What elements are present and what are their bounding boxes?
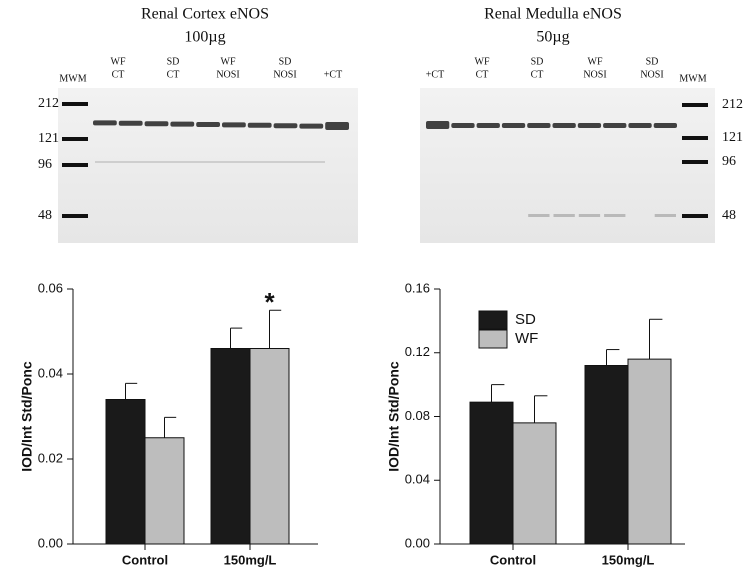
marker-label: 212 (722, 97, 743, 112)
lane-label: WF (588, 56, 603, 67)
lane-label: SD (646, 56, 659, 67)
y-axis-label: IOD/Int Std/Ponc (386, 361, 402, 472)
bar (210, 348, 251, 545)
error-bar (269, 309, 282, 349)
x-tick-label: Control (490, 552, 536, 567)
lane-label: NOSI (583, 69, 606, 80)
lane-label: SD (531, 56, 544, 67)
protein-band (451, 123, 475, 128)
y-tick-label: 0.04 (38, 365, 63, 380)
lane-label: SD (167, 56, 180, 67)
legend-label: SD (515, 311, 536, 328)
bar (249, 348, 290, 545)
protein-band (247, 122, 272, 128)
protein-band (527, 123, 551, 128)
marker-label: 48 (722, 208, 736, 223)
lane-label: CT (112, 69, 125, 80)
lane-label: NOSI (640, 69, 663, 80)
faint-band (95, 161, 325, 163)
y-tick-label: 0.02 (38, 450, 63, 465)
error-bar (649, 318, 663, 360)
bar (512, 422, 557, 545)
error-bar (230, 327, 243, 349)
error-bar (491, 384, 505, 403)
protein-band (273, 123, 298, 129)
lane-label: WF (111, 56, 126, 67)
faint-band (528, 214, 550, 217)
bar (144, 437, 185, 545)
protein-band (577, 123, 602, 128)
faint-band (553, 214, 575, 217)
x-tick-label: 150mg/L (224, 552, 277, 567)
blot-subtitle: 50µg (536, 29, 569, 46)
x-tick-label: 150mg/L (602, 552, 655, 567)
blot-subtitle: 100µg (184, 29, 225, 46)
lane-label: SD (279, 56, 292, 67)
error-bar (125, 382, 138, 400)
bar (105, 399, 146, 545)
lane-label: +CT (426, 69, 444, 80)
protein-band (222, 122, 246, 128)
x-tick-label: Control (122, 552, 168, 567)
marker-label: 48 (38, 208, 52, 223)
legend-swatch (478, 310, 508, 330)
protein-band (426, 121, 450, 129)
blot-image (420, 88, 715, 243)
y-tick-label: 0.00 (405, 535, 430, 550)
protein-band (118, 120, 143, 126)
error-bar (534, 395, 548, 423)
blot-image (58, 88, 358, 243)
lane-label: NOSI (216, 69, 239, 80)
protein-band (653, 123, 677, 128)
protein-band (196, 122, 220, 127)
protein-band (144, 121, 169, 127)
bar (584, 365, 629, 545)
mwm-label: MWM (59, 73, 86, 84)
protein-band (93, 120, 117, 126)
protein-band (501, 123, 526, 128)
legend-label: WF (515, 330, 538, 347)
y-tick-label: 0.08 (405, 408, 430, 423)
marker-label: 121 (38, 131, 59, 146)
significance-marker: * (264, 287, 275, 317)
error-bar (164, 416, 177, 438)
bar (469, 401, 514, 545)
marker-label: 212 (38, 96, 59, 111)
y-tick-label: 0.12 (405, 344, 430, 359)
protein-band (603, 123, 627, 128)
faint-band (578, 214, 601, 217)
blot-title: Renal Medulla eNOS (484, 6, 622, 23)
protein-band (299, 123, 324, 129)
y-tick-label: 0.04 (405, 472, 430, 487)
legend-swatch (478, 329, 508, 349)
marker-label: 121 (722, 130, 743, 145)
lane-label: +CT (324, 69, 342, 80)
marker-label: 96 (38, 157, 52, 172)
blot-title: Renal Cortex eNOS (141, 6, 269, 23)
lane-label: NOSI (273, 69, 296, 80)
bar (627, 358, 672, 545)
protein-band (476, 123, 500, 128)
lane-label: CT (476, 69, 489, 80)
lane-label: CT (167, 69, 180, 80)
lane-label: WF (221, 56, 236, 67)
protein-band (552, 123, 576, 128)
faint-band (654, 214, 676, 217)
protein-band (325, 122, 349, 130)
y-tick-label: 0.00 (38, 535, 63, 550)
mwm-label: MWM (679, 73, 706, 84)
y-tick-label: 0.16 (405, 280, 430, 295)
faint-band (604, 214, 626, 217)
y-axis-label: IOD/Int Std/Ponc (19, 361, 35, 472)
marker-label: 96 (722, 154, 736, 169)
y-tick-label: 0.06 (38, 280, 63, 295)
protein-band (628, 123, 652, 128)
protein-band (170, 121, 195, 127)
lane-label: CT (531, 69, 544, 80)
error-bar (606, 349, 620, 366)
lane-label: WF (475, 56, 490, 67)
